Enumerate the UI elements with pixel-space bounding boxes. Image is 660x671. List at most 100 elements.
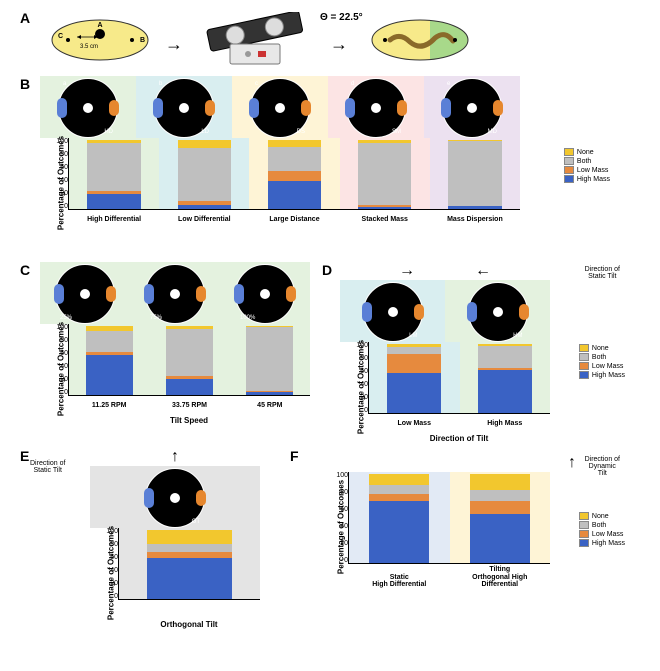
seg-both [448,141,501,206]
bar-label: High Mass [460,420,551,427]
legend-b: NoneBothLow MassHigh Mass [564,148,610,184]
legend-item-low: Low Mass [564,166,610,174]
bar-label: 33.75 RPM [149,402,229,409]
bar-col: 45 RPM [230,324,310,395]
bar-col: High Mass [460,342,551,413]
bar-label: Low Differential [159,216,249,223]
seg-both [86,331,133,352]
legend-item-high: High Mass [564,175,610,183]
bar-col: 11.25 RPM [69,324,149,395]
bar-col: Low Differential [159,138,249,209]
seg-both [246,327,293,390]
bar-col [119,528,260,599]
panel-a-label: A [20,10,30,26]
seg-high [178,205,231,209]
seg-both [369,485,429,494]
seg-high [448,206,501,209]
bar-label: Tilting Orthogonal High Differential [450,566,551,589]
bar-label: Stacked Mass [340,216,430,223]
bar-col: Low Mass [369,342,460,413]
c-bars: 11.25 RPM33.75 RPM45 RPM [68,324,310,396]
point-c: C [58,33,63,40]
d-arrow-right: → [399,262,415,280]
seg-both [478,346,532,368]
bar-col: Static High Differential [349,472,450,563]
panel-f-label: F [290,448,299,464]
f-bars: Static High DifferentialTilting Orthogon… [348,472,550,564]
legend-item-low: Low Mass [579,530,625,538]
legend-item-none: None [579,512,625,520]
bar-label: Mass Dispersion [430,216,520,223]
seg-both [178,148,231,202]
row-cd: C 25% 75% 100% Percentage of Outcomes 10… [40,262,630,440]
legend-item-both: Both [579,521,625,529]
bar-label: 11.25 RPM [69,402,149,409]
panel-b-label: B [20,76,30,92]
bar-label: Large Distance [249,216,339,223]
bar-label: High Differential [69,216,159,223]
thumb-HD: aHD [40,76,136,138]
seg-low [387,354,441,373]
d-xlabel: Direction of Tilt [368,434,550,443]
panel-c-label: C [20,262,30,278]
f-yaxis: 100806040200 [326,472,348,564]
e-bars [118,528,260,600]
seg-high [147,558,232,599]
f-arrow-up: ↑ [568,454,576,472]
bar-label: 45 RPM [230,402,310,409]
bar-col: 33.75 RPM [149,324,229,395]
e-title: Direction of Static Tilt [30,460,65,474]
legend-item-none: None [564,148,610,156]
legend-item-none: None [579,344,625,352]
seg-low [369,494,429,501]
seg-high [478,370,532,413]
legend-item-high: High Mass [579,371,625,379]
b-yaxis: 100806040200 [46,138,68,210]
seg-high [268,181,321,209]
d-bars: Low MassHigh Mass [368,342,550,414]
seg-both [147,544,232,552]
seg-both [470,490,530,501]
seg-high [166,379,213,395]
thumb-LM: LM [340,280,445,342]
seg-both [387,347,441,355]
panel-a: A A B C 3.5 cm → Θ = 22.5° → [40,10,630,68]
legend-item-low: Low Mass [579,362,625,370]
e-arrow-up: ↑ [90,448,260,466]
seg-both [268,147,321,171]
legend-f: NoneBothLow MassHigh Mass [579,512,625,548]
legend-item-both: Both [564,157,610,165]
seg-low [470,501,530,514]
bar-label: Static High Differential [349,574,450,589]
seg-none [147,530,232,544]
panel-e-label: E [20,448,29,464]
seg-none [369,474,429,485]
f-title: Direction of Dynamic Tilt [585,456,620,477]
bar-col: High Differential [69,138,159,209]
petri-dish-left: A B C 3.5 cm [50,18,150,62]
seg-none [470,474,530,490]
seg-both [87,143,140,191]
seg-none [178,140,231,148]
seg-high [246,392,293,395]
bar-col: Large Distance [249,138,339,209]
bar-col: Mass Dispersion [430,138,520,209]
seg-high [470,514,530,563]
legend-item-both: Both [579,353,625,361]
b-bars: High DifferentialLow DifferentialLarge D… [68,138,520,210]
thumb-OT: OT [90,466,260,528]
legend-item-high: High Mass [579,539,625,547]
point-b: B [140,37,145,44]
thumb-MD: eMD [424,76,520,138]
thumb-LD: bLD [136,76,232,138]
thumb-img: 25% [40,262,130,324]
e-yaxis: 100806040200 [96,528,118,600]
d-title: Direction of Static Tilt [585,266,620,280]
seg-both [166,329,213,376]
rocker-device [200,12,310,68]
thumb-img: 75% [130,262,220,324]
thumb-DS: cDS [232,76,328,138]
bar-col: Tilting Orthogonal High Differential [450,472,551,563]
panel-d-label: D [322,262,332,278]
seg-high [87,194,140,209]
